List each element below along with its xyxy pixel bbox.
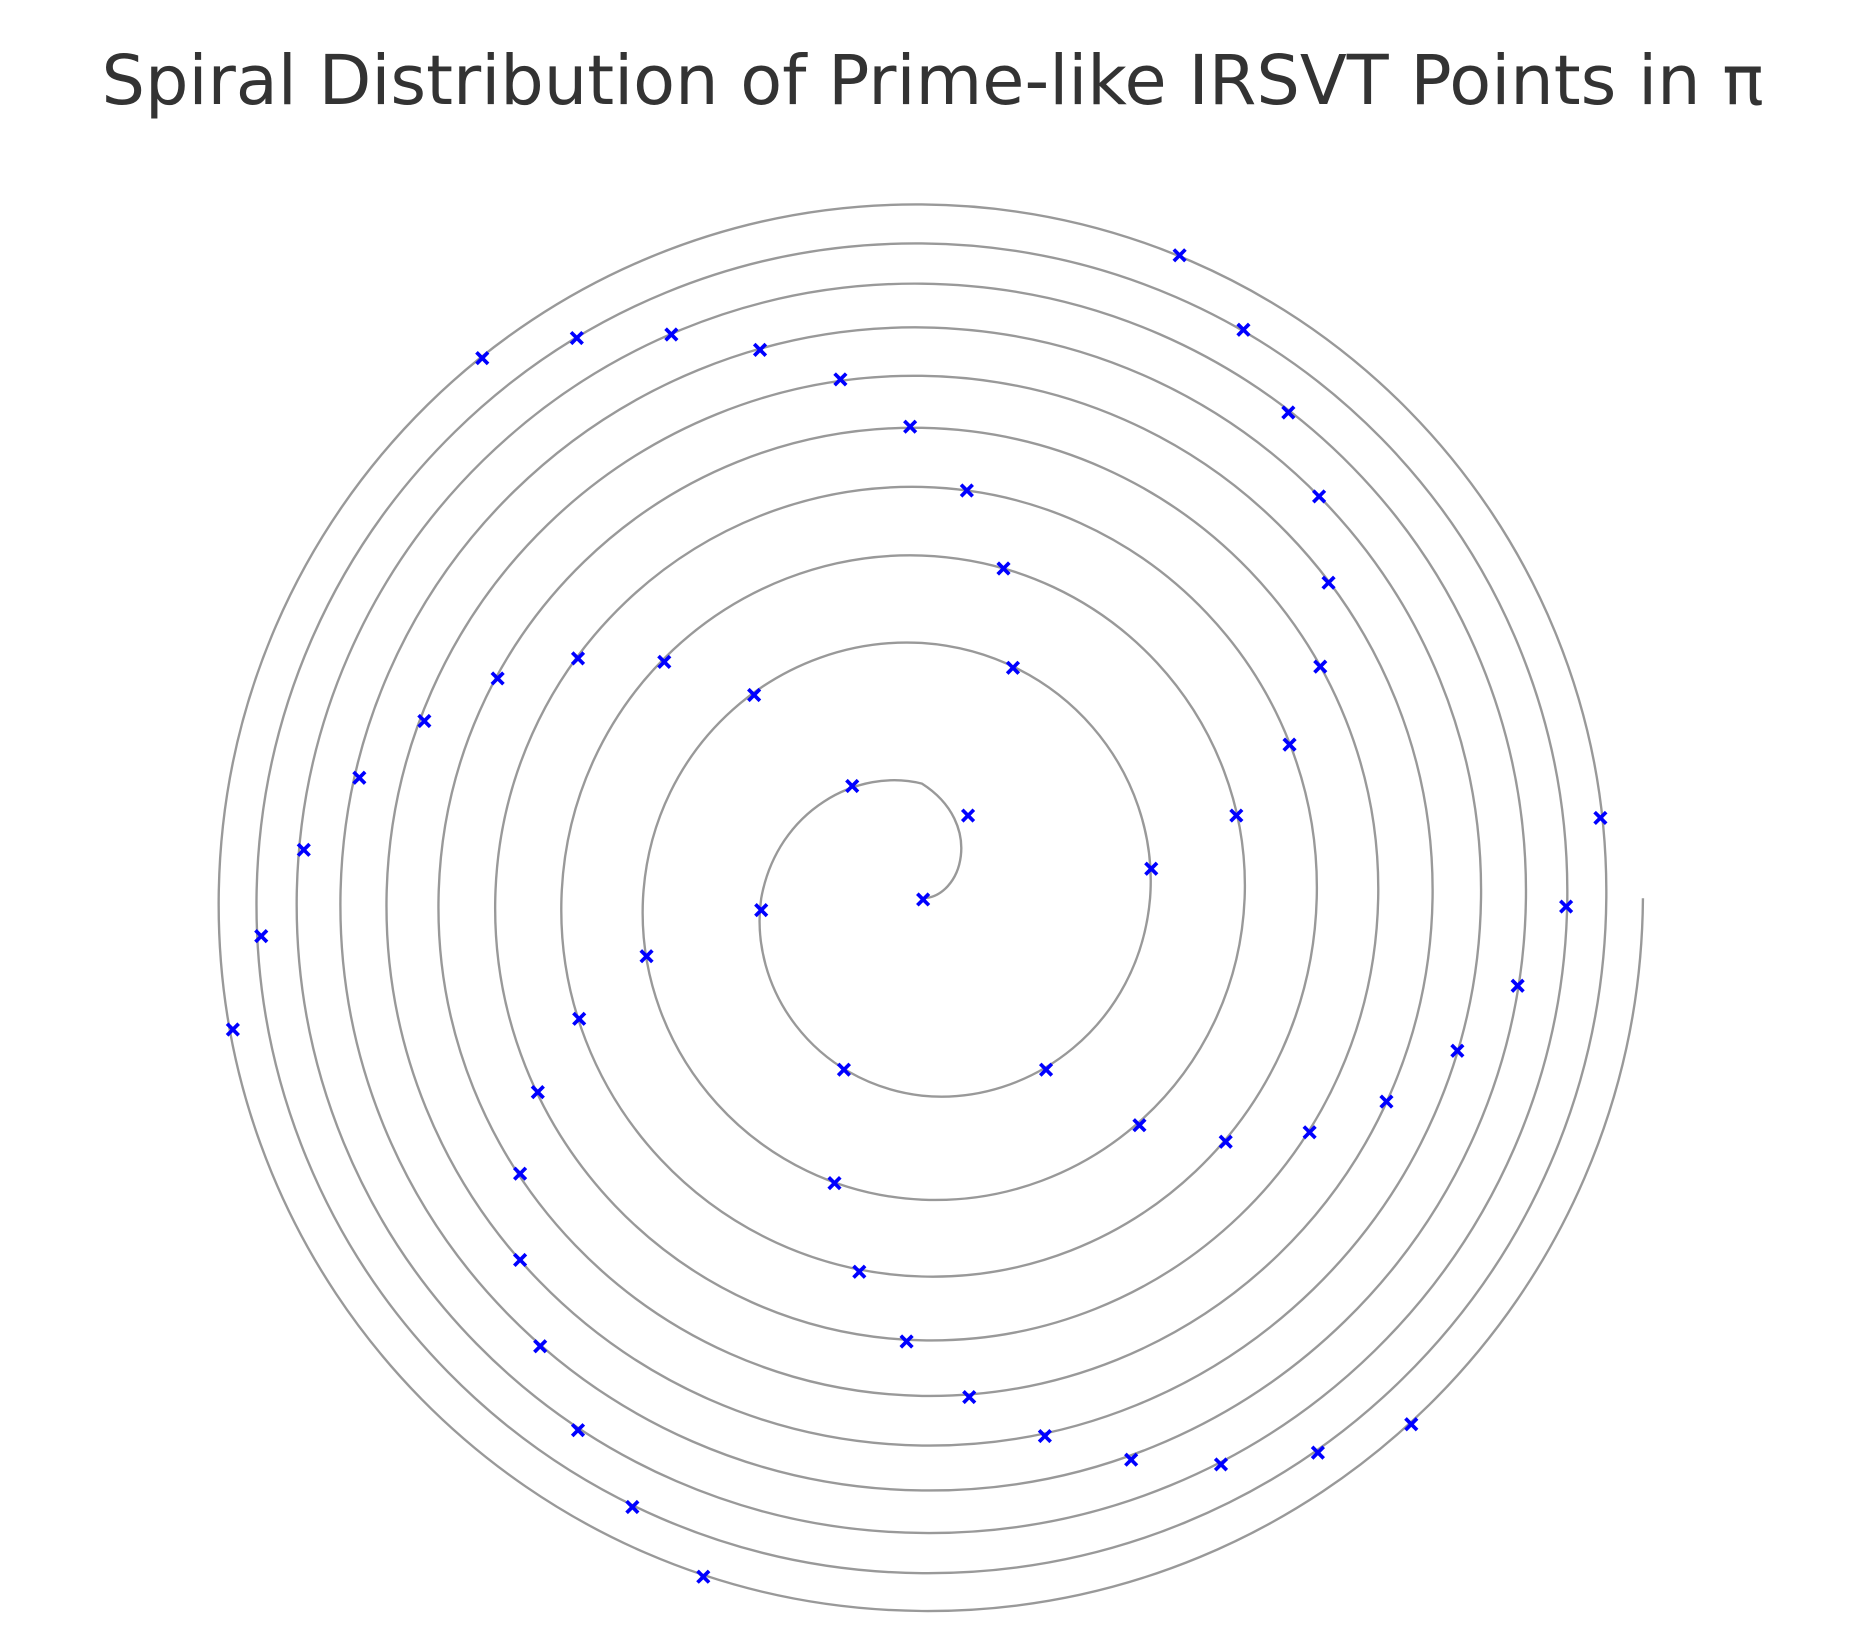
scatter-point — [1450, 1043, 1465, 1058]
scatter-point — [962, 1389, 977, 1405]
scatter-point — [752, 342, 768, 357]
scatter-point — [569, 330, 584, 346]
scatter-point — [960, 808, 976, 823]
scatter-point — [1282, 737, 1297, 752]
scatter-point — [1236, 322, 1251, 337]
scatter-point — [1005, 660, 1021, 675]
scatter-point — [1302, 1125, 1317, 1140]
scatter-point — [296, 842, 311, 857]
scatter-point — [1229, 808, 1244, 823]
scatter-point — [1593, 810, 1608, 826]
scatter-point — [475, 351, 490, 366]
scatter-point — [899, 1334, 914, 1349]
scatter-point — [512, 1166, 528, 1181]
scatter-point — [916, 892, 931, 907]
scatter-point — [852, 1264, 867, 1279]
scatter-point — [533, 1339, 548, 1354]
scatter-point — [1510, 978, 1525, 993]
chart-title: Spiral Distribution of Prime-like IRSVT … — [102, 41, 1764, 121]
scatter-point — [1559, 899, 1574, 914]
scatter-point — [1404, 1417, 1419, 1432]
scatter-point — [417, 713, 432, 729]
scatter-point — [836, 1062, 852, 1077]
scatter-point — [254, 929, 269, 944]
scatter-point — [625, 1499, 640, 1515]
scatter-point — [1213, 1457, 1229, 1472]
scatter-point — [639, 949, 654, 964]
scatter-point — [352, 770, 367, 785]
scatter-point — [530, 1085, 545, 1100]
scatter-point — [657, 654, 672, 669]
scatter-point — [827, 1176, 842, 1191]
scatter-point — [570, 1423, 586, 1438]
scatter-point — [572, 1011, 587, 1026]
spiral-line — [217, 203, 1645, 1613]
scatter-point — [225, 1022, 240, 1037]
scatter-point — [754, 903, 769, 918]
scatter-point — [1124, 1452, 1139, 1467]
scatter-point — [845, 778, 860, 794]
scatter-point — [747, 687, 762, 703]
scatter-point — [1037, 1428, 1052, 1444]
scatter-point — [903, 419, 918, 434]
scatter-point — [1132, 1118, 1147, 1133]
scatter-point — [696, 1569, 711, 1584]
scatter-point — [1172, 248, 1187, 263]
scatter-point — [1281, 405, 1296, 420]
scatter-point — [512, 1252, 528, 1268]
scatter-point — [570, 651, 586, 666]
scatter-point — [959, 483, 974, 498]
scatter-point — [1310, 1445, 1325, 1460]
scatter-point — [1311, 489, 1327, 504]
scatter-point — [664, 327, 679, 342]
scatter-point — [1321, 575, 1336, 590]
scatter-point — [833, 372, 848, 387]
scatter-point — [1144, 861, 1159, 876]
scatter-point — [1218, 1134, 1233, 1149]
scatter-point — [996, 561, 1011, 576]
scatter-point — [1313, 659, 1328, 674]
scatter-point — [1038, 1062, 1054, 1077]
scatter-point — [1379, 1094, 1394, 1109]
scatter-point — [490, 671, 505, 686]
